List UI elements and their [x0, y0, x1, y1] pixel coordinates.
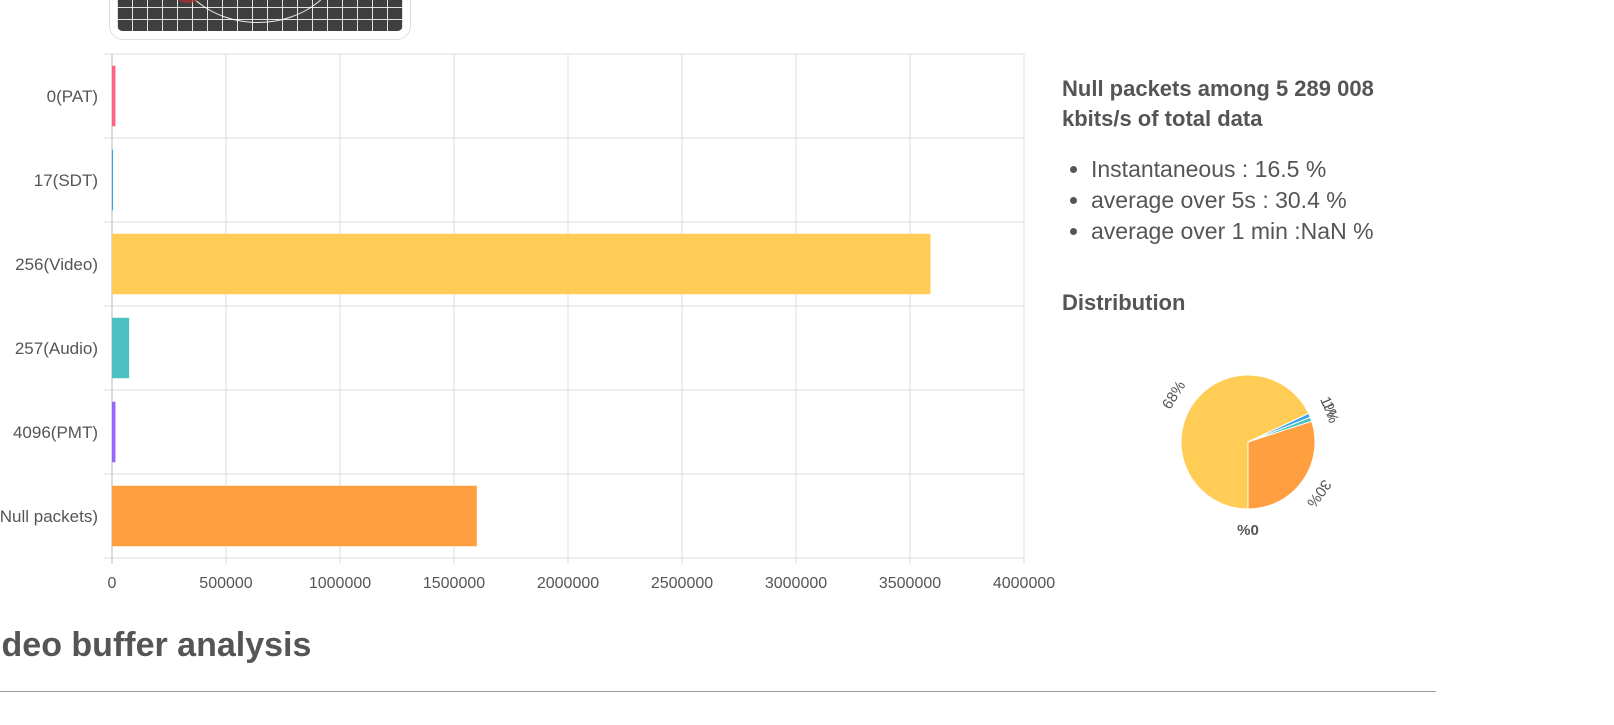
- null-packets-title: Null packets among 5 289 008 kbits/s of …: [1062, 76, 1374, 131]
- pid-bitrate-bar-chart: 0 500000 1000000 1500000 2000000 2500000 30000…: [0, 53, 1055, 592]
- stat-average-5s: average over 5s : 30.4 %: [1091, 185, 1442, 216]
- bar-1: [112, 149, 113, 211]
- pie-label: 30%: [1303, 476, 1334, 510]
- section-divider: [0, 691, 1436, 692]
- category-label: 257(Audio): [15, 339, 98, 358]
- category-label: 4096(PMT): [13, 423, 98, 442]
- stat-instantaneous: Instantaneous : 16.5 %: [1091, 154, 1442, 185]
- video-thumbnail: [109, 0, 411, 40]
- x-tick-label: 3500000: [879, 575, 941, 592]
- category-label: 0(PAT): [47, 87, 98, 106]
- x-tick-label: 1500000: [423, 575, 485, 592]
- bar-4: [112, 401, 116, 463]
- bar-0: [112, 65, 116, 127]
- null-packets-panel: Null packets among 5 289 008 kbits/s of …: [1062, 74, 1442, 247]
- pie-label: 1%: [1319, 399, 1342, 425]
- distribution-title: Distribution: [1062, 290, 1186, 315]
- video-preview-grid: [117, 0, 403, 31]
- pie-slice-2: [1247, 416, 1313, 443]
- pie-label: 1%: [1316, 394, 1340, 421]
- pie-slice-3: [1247, 420, 1316, 510]
- bar-3: [112, 317, 130, 379]
- pie-slice-0: [1180, 374, 1310, 510]
- x-tick-label: 500000: [199, 575, 252, 592]
- x-tick-label: 0: [108, 575, 117, 592]
- category-label: 17(SDT): [34, 171, 98, 190]
- x-tick-label: 3000000: [765, 575, 827, 592]
- x-tick-label: 4000000: [993, 575, 1055, 592]
- category-label: 8191(Null packets): [0, 507, 98, 526]
- bar-5: [112, 485, 477, 547]
- test-pattern-marker: [177, 0, 199, 3]
- x-tick-label: 1000000: [309, 575, 371, 592]
- null-packets-stats: Instantaneous : 16.5 % average over 5s :…: [1062, 154, 1442, 247]
- pie-label: 68%: [1159, 378, 1189, 412]
- pie-label: %0: [1237, 522, 1259, 539]
- category-label: 256(Video): [15, 255, 98, 274]
- bar-2: [112, 233, 931, 295]
- section-heading: Video buffer analysis: [0, 626, 312, 664]
- x-tick-label: 2000000: [537, 575, 599, 592]
- stat-average-1min: average over 1 min :NaN %: [1091, 216, 1442, 247]
- x-tick-label: 2500000: [651, 575, 713, 592]
- pie-slice-1: [1247, 412, 1311, 443]
